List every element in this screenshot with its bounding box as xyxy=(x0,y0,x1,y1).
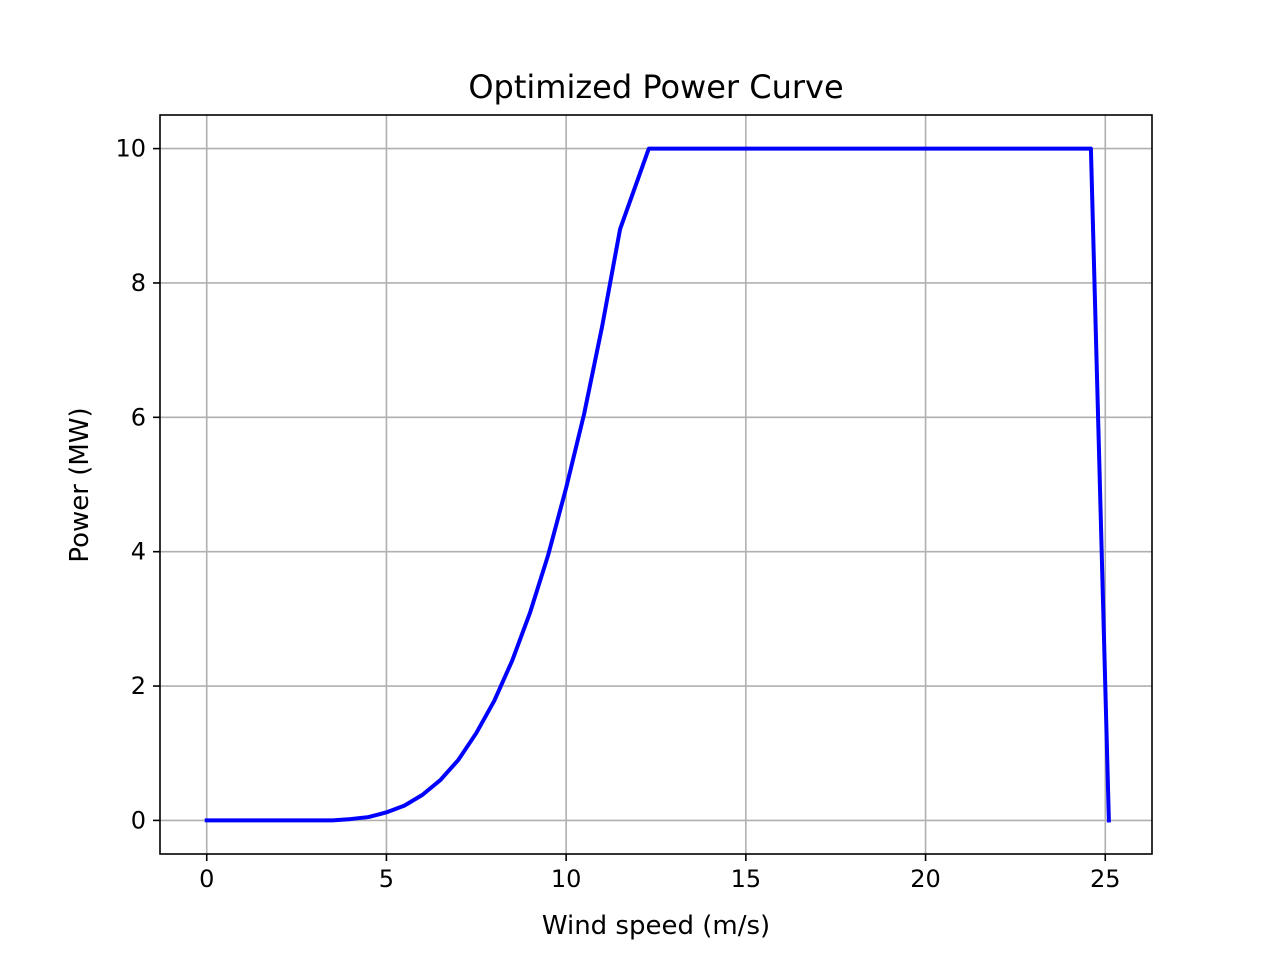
x-tick-label: 0 xyxy=(199,865,214,893)
x-tick-label: 10 xyxy=(551,865,582,893)
x-tick-label: 25 xyxy=(1090,865,1121,893)
y-tick-label: 8 xyxy=(131,269,146,297)
x-tick-label: 5 xyxy=(379,865,394,893)
y-tick-label: 10 xyxy=(115,135,146,163)
x-tick-label: 20 xyxy=(910,865,941,893)
x-tick-label: 15 xyxy=(731,865,762,893)
y-axis-label: Power (MW) xyxy=(65,407,95,562)
y-tick-label: 6 xyxy=(131,403,146,431)
y-tick-label: 2 xyxy=(131,672,146,700)
plot-area-frame xyxy=(159,114,1153,855)
y-tick-label: 4 xyxy=(131,538,146,566)
tick-layer: 0 5 10 15 20 25 0 2 4 6 8 10 xyxy=(115,135,1120,893)
power-curve-line xyxy=(204,146,1111,823)
series-layer xyxy=(204,146,1111,823)
y-tick-label: 0 xyxy=(131,806,146,834)
x-axis-label: Wind speed (m/s) xyxy=(542,911,770,941)
chart-title: Optimized Power Curve xyxy=(468,68,843,106)
